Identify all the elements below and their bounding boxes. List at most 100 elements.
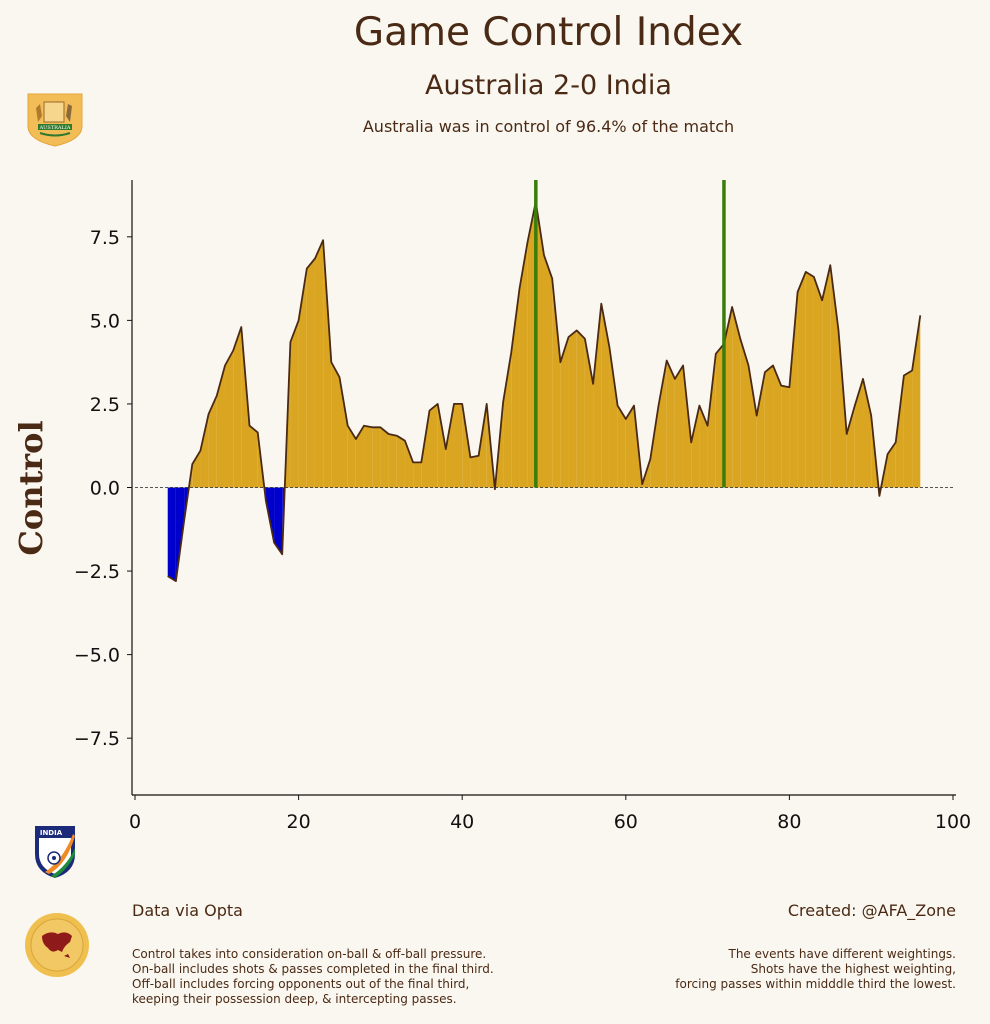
away-control-area xyxy=(175,487,185,582)
note-line: Off-ball includes forcing opponents out … xyxy=(132,977,470,991)
y-tick-label: 5.0 xyxy=(90,310,120,332)
home-control-area xyxy=(241,327,250,488)
x-tick-label: 20 xyxy=(287,811,311,833)
home-control-area xyxy=(224,350,234,488)
afc-emblem-icon xyxy=(25,913,89,977)
home-control-area xyxy=(380,427,389,488)
y-tick-label: 7.5 xyxy=(90,227,120,249)
note-line: The events have different weightings. xyxy=(728,947,957,961)
weighting-note: The events have different weightings. Sh… xyxy=(675,947,956,992)
home-control-area xyxy=(715,343,724,488)
home-control-area xyxy=(683,365,692,488)
home-control-area xyxy=(306,258,315,488)
home-control-area xyxy=(421,410,430,488)
note-line: keeping their possession deep, & interce… xyxy=(132,992,457,1006)
note-line: forcing passes within midddle third the … xyxy=(675,977,956,991)
home-control-area xyxy=(519,241,528,488)
home-control-area xyxy=(347,425,356,488)
home-control-area xyxy=(552,278,561,488)
home-control-area xyxy=(478,403,487,488)
home-control-area xyxy=(429,403,438,488)
away-control-area xyxy=(274,487,283,555)
x-tick-label: 100 xyxy=(935,811,971,833)
note-line: Control takes into consideration on-ball… xyxy=(132,947,487,961)
match-score: Australia 2-0 India xyxy=(425,70,672,101)
home-control-area xyxy=(290,320,299,488)
chart-title: Game Control Index xyxy=(353,10,744,55)
home-control-area xyxy=(200,413,209,488)
home-control-area xyxy=(764,365,774,488)
home-control-area xyxy=(233,327,242,488)
home-control-area xyxy=(560,337,569,488)
home-control-area xyxy=(887,442,896,488)
home-control-area xyxy=(216,365,225,488)
home-control-area xyxy=(748,365,757,488)
home-control-area xyxy=(462,403,471,488)
home-control-area xyxy=(822,265,831,488)
home-control-area xyxy=(609,347,618,488)
x-tick-label: 80 xyxy=(777,811,801,833)
home-control-area xyxy=(658,360,667,488)
home-control-area xyxy=(192,450,201,488)
created-by: Created: @AFA_Zone xyxy=(787,901,956,920)
home-control-area xyxy=(723,307,733,488)
home-control-area xyxy=(805,271,814,488)
x-tick-label: 60 xyxy=(614,811,638,833)
home-control-area xyxy=(617,405,626,488)
home-control-area xyxy=(674,365,684,488)
home-control-area xyxy=(895,375,904,488)
home-control-area xyxy=(544,255,553,488)
home-control-area xyxy=(568,330,577,488)
home-control-area xyxy=(732,307,741,488)
home-control-area xyxy=(314,240,324,488)
home-control-area xyxy=(437,403,446,488)
control-line xyxy=(167,200,922,582)
y-tick-label: −5.0 xyxy=(74,645,120,667)
x-tick-label: 0 xyxy=(129,811,141,833)
home-control-area xyxy=(789,291,798,488)
home-control-area xyxy=(388,434,397,488)
x-tick-label: 40 xyxy=(450,811,474,833)
home-control-area xyxy=(355,425,365,488)
home-control-area xyxy=(863,378,872,488)
home-control-area xyxy=(740,338,749,488)
home-control-area xyxy=(601,303,610,488)
home-control-area xyxy=(666,360,675,488)
home-control-area xyxy=(208,395,217,488)
y-tick-label: −2.5 xyxy=(74,561,120,583)
home-control-area xyxy=(249,425,258,488)
home-control-area xyxy=(699,405,708,488)
y-axis-label: Control xyxy=(12,420,50,556)
home-control-area xyxy=(625,405,634,488)
home-control-area xyxy=(903,370,913,488)
home-control-area xyxy=(576,330,585,488)
data-source: Data via Opta xyxy=(132,901,243,920)
home-control-area xyxy=(323,240,332,488)
home-control-area xyxy=(707,353,716,488)
home-control-area xyxy=(339,377,348,488)
home-control-area xyxy=(503,352,512,488)
home-control-area xyxy=(650,405,659,488)
home-control-area xyxy=(298,268,307,488)
control-summary: Australia was in control of 96.4% of the… xyxy=(362,117,735,136)
home-control-area xyxy=(413,462,422,488)
india-crest-text: INDIA xyxy=(40,829,63,837)
y-tick-label: 2.5 xyxy=(90,394,120,416)
home-control-area xyxy=(691,405,700,488)
home-control-area xyxy=(535,201,544,488)
home-control-area xyxy=(773,365,782,488)
home-control-area xyxy=(854,378,864,488)
home-control-area xyxy=(331,362,340,488)
home-control-area xyxy=(454,403,463,488)
home-control-area xyxy=(527,201,536,488)
home-control-area xyxy=(797,271,806,488)
home-control-area xyxy=(813,276,823,488)
y-tick-label: −7.5 xyxy=(74,728,120,750)
australia-crest-text: AUSTRALIA xyxy=(39,125,71,131)
australia-crest-icon: AUSTRALIA xyxy=(27,93,83,147)
note-line: Shots have the highest weighting, xyxy=(750,962,956,976)
home-control-area xyxy=(396,435,405,488)
methodology-note: Control takes into consideration on-ball… xyxy=(132,947,494,1007)
away-control-area xyxy=(167,487,176,582)
